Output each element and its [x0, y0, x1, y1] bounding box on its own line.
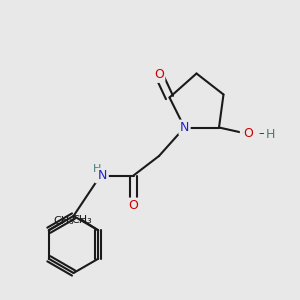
Text: N: N — [180, 121, 189, 134]
Text: CH₃: CH₃ — [53, 216, 74, 226]
Text: N: N — [96, 169, 105, 182]
Text: O: O — [241, 127, 251, 140]
Text: H: H — [93, 164, 102, 175]
Text: O: O — [154, 68, 164, 82]
Text: H: H — [266, 128, 275, 141]
Text: N: N — [180, 121, 189, 134]
Text: O: O — [129, 199, 138, 212]
Text: –: – — [259, 128, 264, 138]
Text: CH₃: CH₃ — [71, 215, 92, 225]
Text: O: O — [129, 199, 138, 212]
Text: O: O — [154, 68, 164, 82]
Text: N: N — [98, 169, 108, 182]
Text: O: O — [244, 127, 253, 140]
